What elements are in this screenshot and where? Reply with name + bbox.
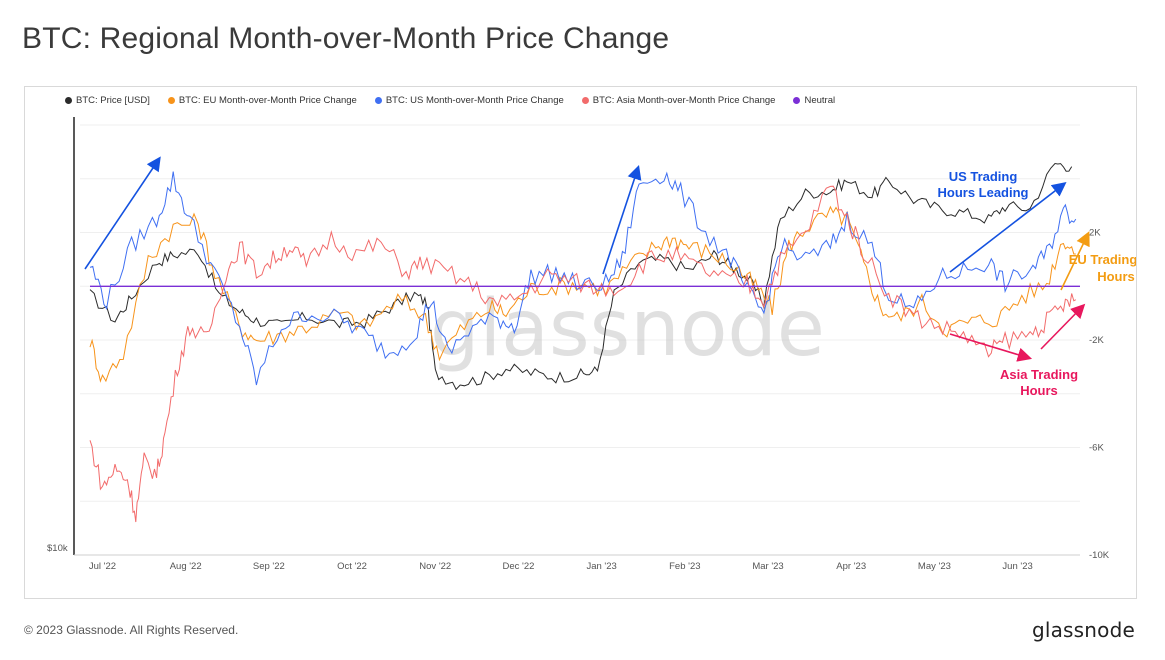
x-tick-label-2: Sep '22 — [253, 561, 285, 572]
legend-dot-price — [65, 97, 72, 104]
us-arrow-jul — [84, 156, 161, 270]
annotation-layer: US Trading Hours Leading EU Trading Hour… — [84, 156, 1136, 398]
series-line-3 — [89, 185, 1077, 523]
legend-label-eu: BTC: EU Month-over-Month Price Change — [178, 95, 357, 106]
legend-label-us: BTC: US Month-over-Month Price Change — [385, 95, 564, 106]
legend-label-asia: BTC: Asia Month-over-Month Price Change — [592, 95, 776, 106]
x-tick-label-11: Jun '23 — [1002, 561, 1032, 572]
glassnode-logo[interactable]: glassnode — [1031, 618, 1135, 642]
annotation-eu-line1: EU Trading — [1069, 252, 1136, 267]
legend-dot-us — [374, 97, 382, 104]
legend-dot-asia — [581, 97, 589, 104]
x-tick-label-1: Aug '22 — [170, 561, 202, 572]
right-tick-label-3: -10K — [1089, 550, 1110, 561]
x-tick-label-4: Nov '22 — [419, 561, 451, 572]
tick-layer: Jul '22 Aug '22 Sep '22 Oct '22 Nov '22 Dec '… — [47, 228, 1110, 573]
asia-arrow-up — [1040, 303, 1086, 350]
x-tick-label-9: Apr '23 — [836, 561, 866, 572]
series-line-0 — [89, 162, 1073, 391]
legend-item-price[interactable]: BTC: Price [USD] — [65, 95, 150, 106]
x-tick-label-10: May '23 — [918, 561, 951, 572]
legend-item-neutral[interactable]: Neutral — [793, 95, 835, 106]
right-tick-label-0: 2K — [1089, 228, 1101, 239]
legend-item-us[interactable]: BTC: US Month-over-Month Price Change — [374, 95, 564, 106]
us-arrow-jan — [602, 164, 642, 275]
chart-plot: glassnode Jul '22 Aug '22 Sep '22 Oct '22 No… — [47, 117, 1136, 573]
annotation-us-line1: US Trading — [949, 169, 1018, 184]
eu-arrow — [1060, 231, 1090, 291]
right-tick-label-1: -2K — [1089, 335, 1104, 346]
legend-dot-eu — [167, 97, 175, 104]
right-tick-label-2: -6K — [1089, 443, 1104, 454]
legend-label-price: BTC: Price [USD] — [76, 95, 150, 106]
series-line-2 — [89, 171, 1077, 386]
page-title: BTC: Regional Month-over-Month Price Cha… — [22, 22, 670, 55]
annotation-asia-line2: Hours — [1020, 383, 1058, 398]
x-tick-label-6: Jan '23 — [586, 561, 616, 572]
footer-copyright: © 2023 Glassnode. All Rights Reserved. — [24, 623, 239, 637]
x-tick-label-7: Feb '23 — [669, 561, 700, 572]
x-tick-label-0: Jul '22 — [89, 561, 116, 572]
legend-label-neutral: Neutral — [804, 95, 836, 106]
x-tick-label-3: Oct '22 — [337, 561, 367, 572]
legend-item-eu[interactable]: BTC: EU Month-over-Month Price Change — [167, 95, 357, 106]
annotation-asia-line1: Asia Trading — [1000, 367, 1078, 382]
chart-frame: BTC: Price [USD] BTC: EU Month-over-Mont… — [24, 86, 1137, 599]
annotation-eu-line2: Hours — [1097, 269, 1135, 284]
chart-legend: BTC: Price [USD] BTC: EU Month-over-Mont… — [65, 95, 835, 106]
legend-dot-neutral — [793, 97, 801, 104]
x-tick-label-8: Mar '23 — [752, 561, 783, 572]
asia-arrow-down — [949, 333, 1033, 362]
annotation-us-line2: Hours Leading — [937, 185, 1028, 200]
series-layer — [89, 162, 1080, 523]
legend-item-asia[interactable]: BTC: Asia Month-over-Month Price Change — [581, 95, 776, 106]
x-tick-label-5: Dec '22 — [502, 561, 534, 572]
left-tick-label-0: $10k — [47, 543, 68, 554]
us-arrow-jun — [949, 182, 1067, 273]
